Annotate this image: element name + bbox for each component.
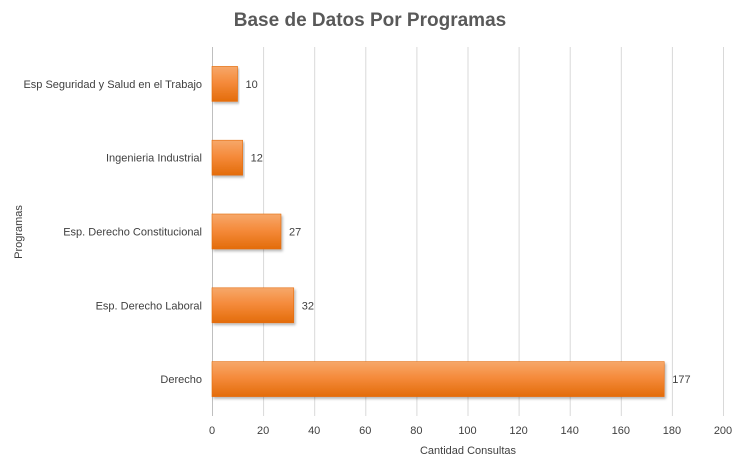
bar-value-label: 12 (251, 153, 263, 165)
category-label: Derecho (160, 374, 202, 386)
bar (211, 287, 295, 324)
x-axis-title: Cantidad Consultas (420, 445, 517, 457)
y-axis-title: Programas (13, 205, 25, 259)
bar-value-label: 32 (302, 300, 314, 312)
gridlines (212, 47, 724, 416)
bar (211, 66, 238, 102)
x-tick-label: 40 (308, 425, 320, 437)
category-label: Esp. Derecho Constitucional (63, 227, 202, 239)
x-tick-label: 120 (509, 425, 527, 437)
x-tick-label: 100 (458, 425, 476, 437)
x-tick-label: 200 (714, 425, 732, 437)
bars (211, 66, 665, 397)
category-label: Ingenieria Industrial (106, 153, 202, 165)
bar (211, 139, 243, 176)
category-label: Esp. Derecho Laboral (96, 300, 202, 312)
bar-value-label: 27 (289, 227, 301, 239)
chart-title: Base de Datos Por Programas (234, 10, 506, 31)
category-labels: Derecho Esp. Derecho Laboral Esp. Derecho … (23, 79, 202, 386)
bar (211, 361, 665, 397)
x-tick-label: 160 (612, 425, 630, 437)
x-tick-label: 140 (561, 425, 579, 437)
x-tick-label: 180 (663, 425, 681, 437)
bar (211, 213, 282, 250)
x-tick-label: 60 (359, 425, 371, 437)
bar-value-label: 177 (672, 374, 690, 386)
x-tick-label: 0 (209, 425, 215, 437)
x-tick-label: 20 (257, 425, 269, 437)
x-tick-labels: 0 20 40 60 80 100 120 140 160 180 200 (209, 425, 732, 437)
data-labels: 177 32 27 12 10 (246, 79, 691, 386)
bar-value-label: 10 (246, 79, 258, 91)
x-tick-label: 80 (410, 425, 422, 437)
category-label: Esp Seguridad y Salud en el Trabajo (23, 79, 202, 91)
